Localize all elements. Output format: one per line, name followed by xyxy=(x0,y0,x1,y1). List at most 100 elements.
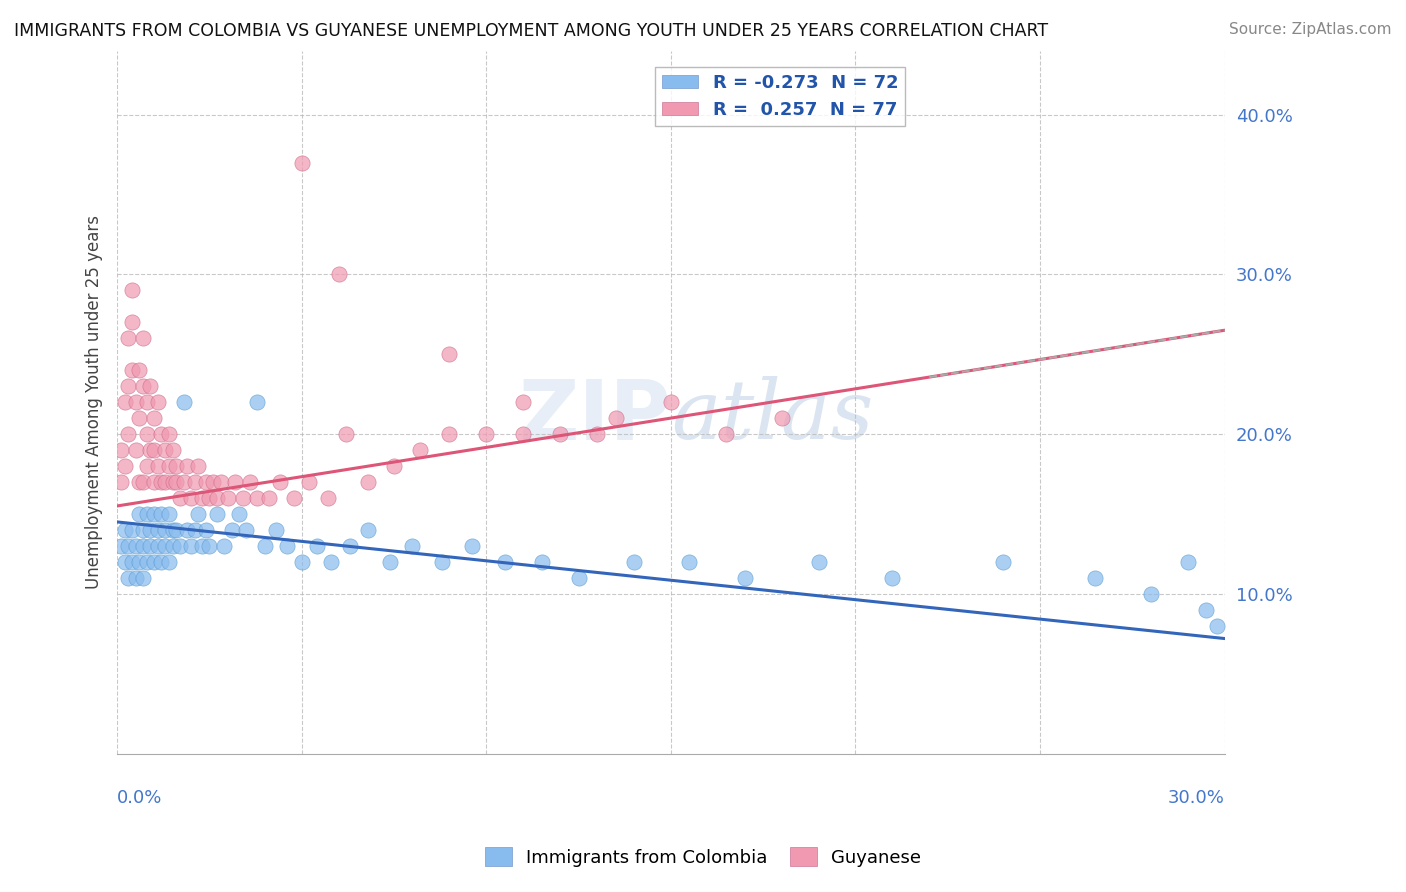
Y-axis label: Unemployment Among Youth under 25 years: Unemployment Among Youth under 25 years xyxy=(86,215,103,589)
Text: 30.0%: 30.0% xyxy=(1168,789,1225,806)
Point xyxy=(439,427,461,442)
Point xyxy=(143,555,166,569)
Point xyxy=(568,571,591,585)
Point xyxy=(146,395,169,409)
Point xyxy=(139,379,162,393)
Point xyxy=(132,331,155,345)
Point xyxy=(157,555,180,569)
Point xyxy=(114,523,136,537)
Point xyxy=(162,539,184,553)
Point xyxy=(187,458,209,473)
Point xyxy=(139,443,162,458)
Point xyxy=(530,555,553,569)
Point xyxy=(143,443,166,458)
Point xyxy=(1206,619,1229,633)
Point xyxy=(257,491,280,505)
Point xyxy=(135,427,157,442)
Point xyxy=(228,507,250,521)
Point xyxy=(882,571,904,585)
Point xyxy=(183,475,205,489)
Point xyxy=(121,555,143,569)
Point xyxy=(143,475,166,489)
Point xyxy=(146,523,169,537)
Point xyxy=(135,458,157,473)
Point xyxy=(194,475,217,489)
Point xyxy=(124,395,146,409)
Point xyxy=(194,523,217,537)
Point xyxy=(150,475,173,489)
Point xyxy=(512,395,534,409)
Point xyxy=(150,507,173,521)
Point xyxy=(357,523,380,537)
Point xyxy=(169,539,191,553)
Point xyxy=(202,475,225,489)
Point xyxy=(139,539,162,553)
Point xyxy=(339,539,361,553)
Point xyxy=(153,539,176,553)
Point xyxy=(269,475,291,489)
Point xyxy=(173,475,195,489)
Point xyxy=(716,427,738,442)
Point xyxy=(198,539,221,553)
Point xyxy=(132,571,155,585)
Point xyxy=(110,475,132,489)
Point xyxy=(143,411,166,425)
Point xyxy=(298,475,321,489)
Point xyxy=(328,268,350,282)
Point xyxy=(121,283,143,297)
Point xyxy=(475,427,498,442)
Point xyxy=(121,523,143,537)
Point xyxy=(121,363,143,377)
Point xyxy=(117,427,139,442)
Point xyxy=(124,571,146,585)
Point xyxy=(143,507,166,521)
Point xyxy=(124,539,146,553)
Point xyxy=(991,555,1014,569)
Point xyxy=(291,555,314,569)
Point xyxy=(512,427,534,442)
Point xyxy=(283,491,305,505)
Point xyxy=(1139,587,1161,601)
Point xyxy=(157,507,180,521)
Point xyxy=(678,555,700,569)
Point xyxy=(357,475,380,489)
Point xyxy=(191,539,214,553)
Point xyxy=(305,539,328,553)
Point xyxy=(162,475,184,489)
Point xyxy=(135,507,157,521)
Point xyxy=(153,443,176,458)
Point xyxy=(494,555,516,569)
Point xyxy=(162,523,184,537)
Point xyxy=(165,475,187,489)
Point xyxy=(114,395,136,409)
Point xyxy=(183,523,205,537)
Point xyxy=(117,571,139,585)
Point xyxy=(146,539,169,553)
Point xyxy=(128,363,150,377)
Point xyxy=(382,458,405,473)
Point xyxy=(150,555,173,569)
Point xyxy=(380,555,402,569)
Point xyxy=(401,539,423,553)
Point xyxy=(1177,555,1199,569)
Point xyxy=(157,427,180,442)
Point xyxy=(205,491,228,505)
Point xyxy=(124,443,146,458)
Point xyxy=(770,411,793,425)
Point xyxy=(209,475,232,489)
Point xyxy=(132,379,155,393)
Point xyxy=(139,523,162,537)
Text: atlas: atlas xyxy=(671,376,873,456)
Point xyxy=(807,555,830,569)
Text: ZIP: ZIP xyxy=(519,376,671,457)
Legend: Immigrants from Colombia, Guyanese: Immigrants from Colombia, Guyanese xyxy=(478,840,928,874)
Point xyxy=(132,539,155,553)
Point xyxy=(132,475,155,489)
Point xyxy=(734,571,756,585)
Point xyxy=(128,475,150,489)
Point xyxy=(110,539,132,553)
Point xyxy=(264,523,287,537)
Text: Source: ZipAtlas.com: Source: ZipAtlas.com xyxy=(1229,22,1392,37)
Point xyxy=(173,395,195,409)
Point xyxy=(316,491,339,505)
